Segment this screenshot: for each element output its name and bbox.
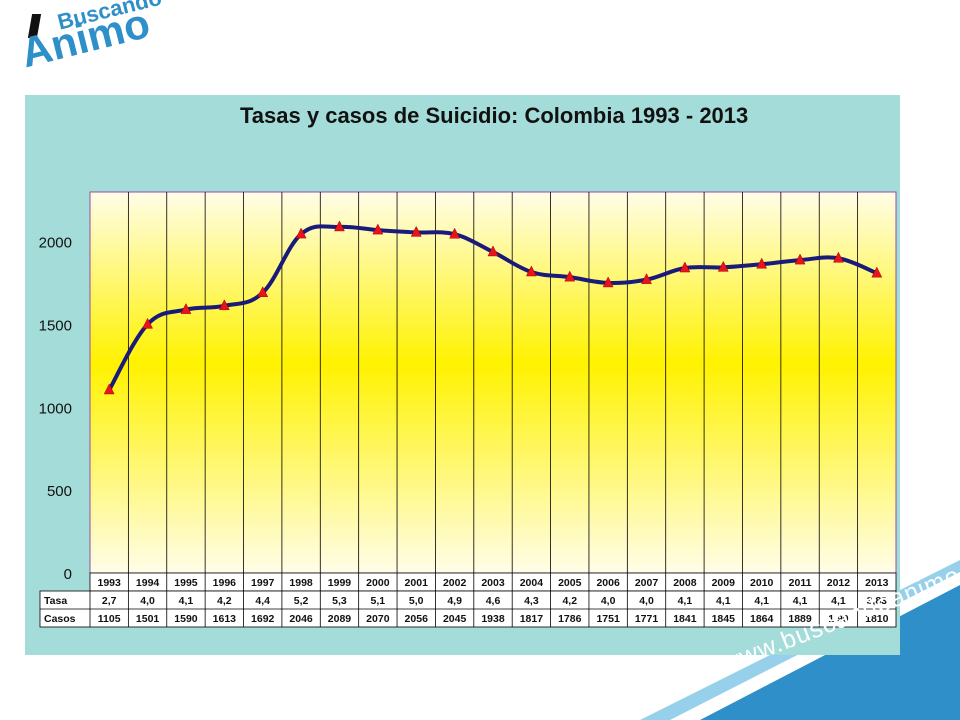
table-cell: 5,3 [332, 595, 347, 607]
data-point-marker [410, 225, 422, 237]
table-cell: 4,1 [678, 595, 693, 607]
table-cell: 4,0 [639, 595, 654, 607]
table-cell: 3,83 [867, 595, 888, 607]
data-point-marker [142, 317, 153, 329]
table-cell: 4,3 [524, 595, 539, 607]
x-tick-label: 1997 [251, 577, 275, 589]
data-point-marker [103, 383, 115, 395]
chart-title: Tasas y casos de Suicidio: Colombia 1993… [240, 103, 749, 128]
y-tick-label: 500 [47, 483, 72, 500]
x-tick-label: 1994 [136, 577, 160, 589]
data-point-marker [679, 261, 691, 273]
y-tick-label: 2000 [39, 235, 72, 252]
x-tick-label: 2003 [481, 577, 505, 589]
data-point-marker [525, 265, 537, 277]
data-point-marker [449, 227, 461, 239]
table-cell: 4,6 [486, 595, 501, 607]
table-cell: 1590 [174, 613, 198, 625]
table-cell: 1 90 [828, 613, 849, 625]
table-cell: 1864 [750, 613, 774, 625]
table-cell: 5,1 [371, 595, 386, 607]
x-tick-label: 1998 [289, 577, 313, 589]
table-cell: 4,2 [562, 595, 577, 607]
table-row-label: Casos [44, 613, 76, 625]
data-point-marker [334, 220, 345, 232]
table-cell: 1613 [213, 613, 237, 625]
data-point-marker [871, 266, 883, 278]
x-tick-label: 1993 [98, 577, 122, 589]
data-point-marker [641, 273, 652, 284]
table-cell: 4,4 [255, 595, 270, 607]
x-tick-label: 2013 [865, 577, 889, 589]
data-point-marker [218, 299, 230, 311]
table-cell: 4,1 [793, 595, 808, 607]
data-point-marker [180, 303, 192, 314]
x-tick-label: 1999 [328, 577, 352, 589]
x-tick-label: 2001 [405, 577, 429, 589]
table-cell: 4,1 [716, 595, 731, 607]
table-cell: 1771 [635, 613, 659, 625]
data-point-marker [794, 253, 806, 265]
table-cell: 4,0 [601, 595, 616, 607]
x-tick-label: 1996 [213, 577, 237, 589]
table-cell: 2056 [405, 613, 429, 625]
table-cell: 2045 [443, 613, 467, 625]
table-cell: 1889 [788, 613, 812, 625]
x-tick-label: 1995 [174, 577, 198, 589]
x-tick-label: 2006 [596, 577, 620, 589]
table-cell: 1692 [251, 613, 275, 625]
x-tick-label: 2000 [366, 577, 390, 589]
table-cell: 2070 [366, 613, 390, 625]
table-cell: 2089 [328, 613, 352, 625]
data-point-marker [756, 257, 768, 269]
data-point-marker [717, 260, 729, 272]
x-tick-label: 2012 [827, 577, 851, 589]
table-cell: 4,1 [179, 595, 194, 607]
table-cell: 2046 [289, 613, 313, 625]
x-tick-label: 2009 [712, 577, 736, 589]
x-tick-label: 2004 [520, 577, 544, 589]
table-cell: 2,7 [102, 595, 117, 607]
y-tick-label: 1000 [39, 400, 72, 417]
table-cell: 1810 [865, 613, 889, 625]
data-point-marker [487, 245, 499, 257]
table-cell: 4,2 [217, 595, 232, 607]
table-cell: 1786 [558, 613, 582, 625]
x-tick-label: 2008 [673, 577, 697, 589]
table-row-label: Tasa [44, 595, 67, 607]
data-point-marker [295, 227, 307, 239]
table-cell: 1751 [596, 613, 620, 625]
data-point-marker [564, 270, 576, 282]
table-cell: 1938 [481, 613, 505, 625]
data-point-marker [257, 286, 269, 297]
table-cell: 1501 [136, 613, 160, 625]
data-point-marker [602, 276, 614, 288]
x-tick-label: 2007 [635, 577, 659, 589]
table-cell: 4,1 [754, 595, 769, 607]
data-point-marker [372, 223, 384, 235]
table-cell: 5,0 [409, 595, 424, 607]
y-tick-label: 1500 [39, 318, 72, 335]
table-cell: 1845 [712, 613, 736, 625]
x-tick-label: 2002 [443, 577, 467, 589]
table-cell: 1841 [673, 613, 697, 625]
table-cell: 4,1 [831, 595, 846, 607]
y-tick-label: 0 [64, 566, 72, 583]
x-tick-label: 2010 [750, 577, 774, 589]
table-cell: 4,0 [140, 595, 155, 607]
table-cell: 5,2 [294, 595, 309, 607]
table-cell: 1105 [98, 613, 121, 625]
data-point-marker [833, 251, 844, 263]
x-tick-label: 2011 [789, 577, 812, 589]
table-cell: 1817 [520, 613, 544, 625]
table-cell: 4,9 [447, 595, 462, 607]
x-tick-label: 2005 [558, 577, 582, 589]
